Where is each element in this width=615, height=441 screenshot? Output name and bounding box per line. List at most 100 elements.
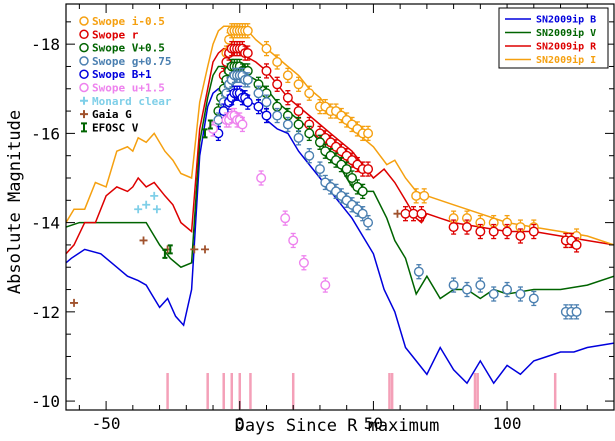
legend-marker xyxy=(80,110,88,119)
data-point-s4 xyxy=(515,289,526,300)
data-point-s2 xyxy=(528,226,539,237)
data-point-s8 xyxy=(139,236,148,245)
data-point-s4 xyxy=(502,284,513,295)
data-point-s1 xyxy=(272,57,283,68)
y-tick-label: -10 xyxy=(31,392,60,411)
data-point-s1 xyxy=(242,25,253,36)
y-tick-label: -18 xyxy=(31,35,60,54)
legend-marker xyxy=(79,29,89,40)
data-point-s4 xyxy=(272,110,283,121)
legend-label: Swope u+1.5 xyxy=(92,82,165,95)
data-point-s2 xyxy=(448,222,459,233)
legend-marker xyxy=(81,122,87,133)
data-point-s4 xyxy=(314,164,325,175)
x-tick-label: 100 xyxy=(493,414,522,433)
data-point-s6 xyxy=(320,280,331,291)
data-point-s4 xyxy=(528,293,539,304)
data-point-s2 xyxy=(416,208,427,219)
legend-marker xyxy=(80,96,88,105)
model-legend-box xyxy=(498,7,609,69)
x-tick-label: -50 xyxy=(92,414,121,433)
y-axis-title: Absolute Magnitude xyxy=(5,110,25,294)
data-point-s5 xyxy=(253,101,264,112)
x-axis-title: Days Since R maximum xyxy=(235,416,440,436)
data-point-s2 xyxy=(571,239,582,250)
data-point-s4 xyxy=(475,280,486,291)
data-point-s9 xyxy=(167,244,173,255)
data-point-s4 xyxy=(304,150,315,161)
data-point-s7 xyxy=(150,191,159,200)
data-point-s2 xyxy=(293,106,304,117)
data-point-s2 xyxy=(408,208,419,219)
data-point-s2 xyxy=(272,79,283,90)
data-point-s7 xyxy=(142,200,151,209)
data-point-s2 xyxy=(363,164,374,175)
y-tick-label: -16 xyxy=(31,124,60,143)
y-tick-label: -14 xyxy=(31,214,60,233)
data-point-s4 xyxy=(571,306,582,317)
model-legend-label: SN2009ip B xyxy=(536,14,596,26)
legend-label: EFOSC V xyxy=(92,121,139,134)
legend-label: Swope i-0.5 xyxy=(92,15,165,28)
data-point-s3 xyxy=(314,137,325,148)
plot-frame xyxy=(65,3,615,411)
data-point-s4 xyxy=(363,217,374,228)
data-point-s6 xyxy=(288,235,299,246)
axes: -50 0 50 100 -10 -12 -14 -16 -18 xyxy=(31,3,615,433)
model-line-1 xyxy=(66,88,614,385)
data-point-s9 xyxy=(202,128,208,139)
data-point-s9 xyxy=(162,248,168,259)
model-legend-label: SN2009ip R xyxy=(536,41,597,53)
data-point-s2 xyxy=(400,208,411,219)
data-point-s4 xyxy=(253,88,264,99)
legend-marker xyxy=(79,42,89,53)
data-point-s9 xyxy=(207,119,213,130)
data-point-s5 xyxy=(242,97,253,108)
data-point-s3 xyxy=(347,172,358,183)
data-point-s2 xyxy=(461,222,472,233)
data-point-s2 xyxy=(488,226,499,237)
data-point-s1 xyxy=(282,70,293,81)
data-point-s2 xyxy=(242,48,253,59)
data-point-s4 xyxy=(413,266,424,277)
data-point-s4 xyxy=(213,114,224,125)
data-point-s3 xyxy=(357,186,368,197)
data-point-s6 xyxy=(298,257,309,268)
data-point-s8 xyxy=(190,245,199,254)
y-tick-label: -12 xyxy=(31,303,60,322)
data-point-s8 xyxy=(70,298,79,307)
data-point-s8 xyxy=(201,245,210,254)
legend-marker xyxy=(79,16,89,26)
legend-label: Swope g+0.75 xyxy=(92,55,171,68)
data-point-s2 xyxy=(515,230,526,241)
data-point-s7 xyxy=(134,205,143,214)
data-point-s2 xyxy=(502,226,513,237)
data-point-s1 xyxy=(293,79,304,90)
plot-area xyxy=(66,23,614,409)
x-tick-label: 0 xyxy=(235,414,245,433)
legend-marker xyxy=(79,56,89,66)
data-point-s2 xyxy=(475,226,486,237)
data-point-s4 xyxy=(282,119,293,130)
data-point-s4 xyxy=(461,284,472,295)
data-point-s2 xyxy=(261,65,272,76)
legend-label: Gaia G xyxy=(92,108,132,121)
legend-label: Swope B+1 xyxy=(92,68,152,81)
data-point-s7 xyxy=(152,205,161,214)
data-point-s3 xyxy=(341,164,352,175)
data-point-s1 xyxy=(363,128,374,139)
data-point-s1 xyxy=(411,190,422,201)
legend-label: Swope r xyxy=(92,28,139,41)
data-point-s5 xyxy=(261,110,272,121)
data-point-s1 xyxy=(304,88,315,99)
legend-marker xyxy=(79,82,89,93)
model-legend-label: SN2009ip I xyxy=(536,54,596,66)
data-point-s4 xyxy=(242,74,253,85)
data-point-s1 xyxy=(261,43,272,54)
data-point-s4 xyxy=(293,132,304,143)
data-point-s3 xyxy=(293,119,304,130)
data-point-s4 xyxy=(261,97,272,108)
